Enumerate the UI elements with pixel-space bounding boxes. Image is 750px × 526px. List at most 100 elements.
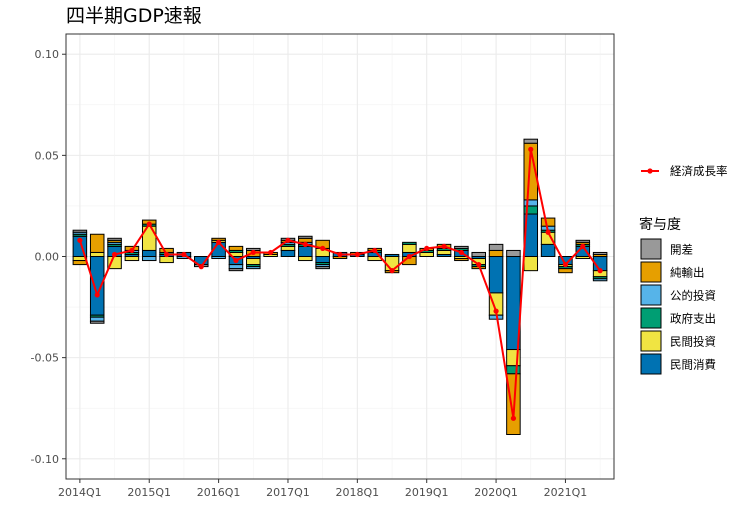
x-tick-label: 2020Q1 (474, 486, 518, 499)
bar-segment (159, 247, 174, 253)
legend-swatch (640, 284, 662, 306)
growth-point (562, 261, 569, 268)
growth-line-layer (77, 146, 603, 421)
growth-point (597, 268, 603, 274)
legend-label: 民間消費 (670, 358, 716, 372)
bar-segment (436, 249, 452, 255)
growth-point (250, 249, 256, 256)
bar-segment (402, 243, 417, 253)
bar-segment (523, 256, 539, 272)
growth-point (441, 243, 447, 249)
bar-segment (159, 256, 174, 264)
bar-segment (72, 229, 88, 233)
y-tick-label: 0.05 (35, 149, 60, 162)
bar-segment (471, 251, 486, 257)
growth-point (146, 221, 152, 227)
growth-point (545, 229, 551, 235)
legend-swatch (640, 261, 662, 283)
bar-segment (298, 237, 313, 243)
bar-segment (419, 251, 434, 257)
growth-point (233, 257, 239, 264)
growth-point (302, 241, 308, 247)
growth-point (458, 249, 464, 256)
legend-swatch (640, 353, 662, 375)
growth-point (424, 245, 430, 252)
bar-segment (211, 256, 226, 260)
growth-point (163, 251, 170, 258)
legend-label: 公的投資 (670, 289, 716, 303)
bar-segment (506, 365, 521, 375)
bar-segment (575, 239, 591, 243)
bar-segment (523, 138, 539, 144)
growth-point (389, 268, 395, 274)
growth-point (354, 251, 360, 258)
legend-swatch (640, 330, 662, 352)
growth-point (528, 146, 534, 152)
growth-point (320, 245, 326, 252)
x-tick-label: 2017Q1 (266, 486, 310, 499)
bar-segment (89, 251, 105, 257)
y-tick-label: -0.10 (31, 453, 59, 466)
bar-segment (228, 268, 244, 272)
x-tick-label: 2015Q1 (127, 486, 171, 499)
bar-segment (280, 245, 296, 251)
bar-segment (592, 278, 608, 282)
growth-point (198, 264, 204, 270)
bar-segment (298, 245, 313, 258)
growth-point (580, 243, 586, 249)
legend-label-growth: 経済成長率 (670, 164, 728, 178)
bar-segment (488, 243, 504, 251)
bar-segment (315, 256, 330, 264)
bar-segment (523, 199, 539, 207)
bar-segment (558, 268, 573, 274)
bar-segment (124, 256, 140, 262)
legend-swatch (640, 238, 662, 260)
legend-title: 寄与度 (639, 216, 681, 233)
legend-line-point (647, 168, 653, 174)
x-tick-label: 2014Q1 (58, 486, 102, 499)
bar-segment (89, 233, 105, 253)
y-tick-label: -0.05 (31, 352, 59, 365)
growth-point (372, 247, 378, 254)
growth-point (216, 239, 222, 245)
bar-segment (141, 249, 157, 258)
growth-point (493, 308, 499, 314)
bar-segment (575, 256, 591, 260)
bar-segment (246, 258, 261, 266)
bar-segment (540, 243, 556, 257)
growth-point (181, 251, 187, 258)
bar-segment (592, 251, 608, 255)
bar-segment (228, 264, 244, 270)
legend-label: 開差 (670, 243, 693, 257)
x-tick-label: 2019Q1 (405, 486, 449, 499)
axis-layer: -0.10 -0.05 0.00 0.05 0.10 2014Q1 2015Q1 2016Q1… (31, 48, 588, 499)
bar-segment (454, 245, 469, 249)
bar-segment (141, 256, 157, 262)
y-tick-label: 0.10 (35, 48, 60, 61)
bar-segment (280, 249, 296, 258)
growth-point (129, 247, 135, 254)
growth-point (285, 237, 291, 243)
legend-swatch (640, 307, 662, 329)
legend-label: 純輸出 (670, 266, 705, 280)
growth-point (406, 253, 412, 260)
bar-segment (89, 316, 105, 322)
chart-title: 四半期GDP速報 (66, 5, 202, 27)
growth-point (77, 237, 83, 243)
bar-segment (315, 266, 330, 270)
growth-point (510, 415, 517, 421)
legend-label: 民間投資 (670, 335, 716, 349)
bar-segment (89, 320, 105, 324)
legend-label: 政府支出 (670, 312, 716, 326)
x-tick-label: 2021Q1 (544, 486, 588, 499)
bar-segment (228, 245, 244, 251)
growth-point (94, 292, 100, 298)
bar-segment (298, 235, 313, 239)
growth-point (111, 251, 118, 258)
bar-segment (454, 258, 469, 262)
growth-point (268, 249, 274, 256)
bar-segment (246, 266, 261, 270)
bar-segment (402, 241, 417, 245)
bar-segment (72, 260, 88, 266)
